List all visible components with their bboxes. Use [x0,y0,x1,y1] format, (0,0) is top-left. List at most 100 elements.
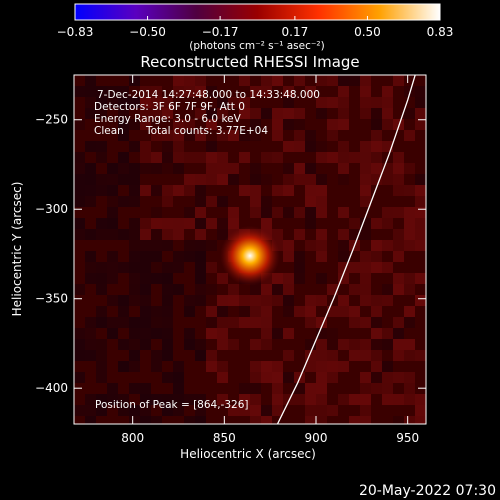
heatmap-cell [107,394,118,405]
heatmap-cell [261,372,272,383]
heatmap-cell [96,361,107,372]
heatmap-cell [162,185,173,196]
heatmap-cell [184,328,195,339]
heatmap-cell [393,372,404,383]
heatmap-cell [272,273,283,284]
heatmap-cell [140,284,151,295]
heatmap-cell [85,251,96,262]
heatmap-cell [360,372,371,383]
heatmap-cell [393,339,404,350]
heatmap-cell [404,218,415,229]
heatmap-cell [140,108,151,119]
heatmap-cell [360,75,371,86]
heatmap-cell [250,405,261,416]
heatmap-cell [195,174,206,185]
heatmap-cell [371,361,382,372]
heatmap-cell [162,394,173,405]
heatmap-cell [129,185,140,196]
heatmap-cell [272,108,283,119]
heatmap-cell [107,273,118,284]
heatmap-cell [415,218,426,229]
heatmap-cell [195,152,206,163]
heatmap-cell [107,229,118,240]
heatmap-cell [382,339,393,350]
heatmap-cell [316,251,327,262]
heatmap-cell [85,185,96,196]
heatmap-cell [129,328,140,339]
heatmap-cell [173,185,184,196]
heatmap-cell [338,97,349,108]
heatmap-cell [96,372,107,383]
heatmap-cell [195,86,206,97]
heatmap-cell [404,306,415,317]
heatmap-cell [415,196,426,207]
heatmap-cell [140,185,151,196]
heatmap-cell [74,185,85,196]
heatmap-cell [305,240,316,251]
heatmap-cell [85,174,96,185]
heatmap-cell [316,207,327,218]
heatmap-cell [283,141,294,152]
heatmap-cell [206,284,217,295]
heatmap-cell [294,383,305,394]
heatmap-cell [162,163,173,174]
heatmap-cell [283,97,294,108]
heatmap-cell [151,262,162,273]
heatmap-cell [327,372,338,383]
heatmap-cell [195,218,206,229]
total-counts-annotation: Total counts: 3.77E+04 [145,125,268,137]
heatmap-cell [250,108,261,119]
heatmap-cell [404,416,415,424]
heatmap-cell [250,306,261,317]
heatmap-cell [250,416,261,424]
heatmap-cell [404,86,415,97]
heatmap-cell [217,361,228,372]
heatmap-cell [184,251,195,262]
heatmap-cell [140,262,151,273]
heatmap-cell [415,185,426,196]
heatmap-cell [360,185,371,196]
heatmap-cell [151,306,162,317]
heatmap-cell [96,339,107,350]
plot-area: 800 850 900 950 −250 −300 −350 −400 7-Dec-2014 … [35,74,427,445]
colorbar-tick-label: −0.17 [202,25,239,39]
heatmap-cell [261,86,272,97]
heatmap-cell [250,86,261,97]
heatmap-cell [217,97,228,108]
heatmap-cell [327,339,338,350]
heatmap-cell [173,361,184,372]
heatmap-cell [107,86,118,97]
heatmap-cell [305,163,316,174]
heatmap-cell [349,218,360,229]
heatmap-cell [316,152,327,163]
heatmap-cell [162,108,173,119]
heatmap-cell [360,97,371,108]
heatmap-cell [74,405,85,416]
heatmap-cell [239,295,250,306]
heatmap-cell [96,152,107,163]
heatmap-cell [393,328,404,339]
colorbar-tick-label: 0.50 [354,25,381,39]
heatmap-cell [85,405,96,416]
heatmap-cell [250,361,261,372]
heatmap-cell [173,372,184,383]
heatmap-cell [305,306,316,317]
heatmap-cell [129,229,140,240]
heatmap-cell [382,174,393,185]
heatmap-cell [184,339,195,350]
heatmap-cell [118,262,129,273]
heatmap-cell [74,339,85,350]
heatmap-cell [96,306,107,317]
heatmap-cell [371,262,382,273]
heatmap-cell [151,328,162,339]
heatmap-cell [140,251,151,262]
colorbar-ticks: −0.83 −0.50 −0.17 0.17 0.50 0.83 [57,16,453,39]
heatmap-cell [393,240,404,251]
heatmap-cell [404,350,415,361]
heatmap-cell [360,339,371,350]
heatmap-cell [162,405,173,416]
heatmap-cell [151,218,162,229]
heatmap-cell [250,295,261,306]
heatmap-cell [305,86,316,97]
heatmap-cell [184,207,195,218]
